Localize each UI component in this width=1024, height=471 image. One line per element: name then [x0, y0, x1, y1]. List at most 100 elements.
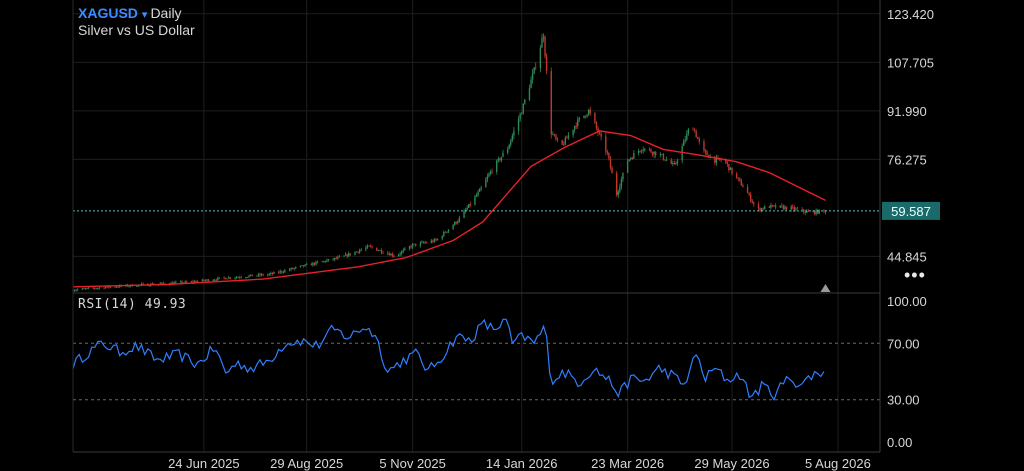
candle-body	[251, 274, 253, 277]
candle-body	[402, 250, 404, 252]
candle-body	[497, 158, 500, 161]
candle-body	[553, 134, 556, 136]
candle-body	[413, 243, 415, 245]
candle-body	[273, 272, 275, 274]
candle-body	[728, 164, 730, 171]
candle-body	[421, 242, 423, 243]
candle-body	[489, 171, 492, 175]
candle-body	[419, 242, 422, 246]
candle-body	[818, 209, 820, 214]
candle-body	[81, 288, 84, 290]
candle-body	[640, 150, 643, 152]
candle-body	[771, 204, 774, 206]
candle-body	[793, 207, 796, 210]
candle-body	[742, 185, 744, 188]
candle-body	[326, 260, 328, 262]
candle-body	[192, 281, 194, 283]
price-tick-label: 91.990	[887, 104, 927, 119]
candle-body	[720, 159, 722, 161]
candle-body	[212, 280, 214, 282]
candle-body	[360, 249, 362, 251]
candle-body	[457, 221, 459, 224]
candle-body	[196, 281, 199, 283]
candle-body	[555, 135, 557, 140]
candle-body	[491, 171, 493, 173]
candle-body	[346, 254, 348, 257]
candle-body	[796, 208, 799, 210]
candle-body	[103, 287, 105, 289]
candle-body	[376, 247, 378, 251]
candle-body	[203, 279, 205, 281]
candle-body	[391, 253, 394, 256]
candle-body	[675, 163, 677, 165]
candle-body	[299, 265, 302, 268]
candle-body	[511, 135, 514, 141]
candle-body	[354, 251, 356, 255]
candle-body	[455, 221, 457, 224]
symbol-selector[interactable]: XAGUSD ▾ Daily	[78, 5, 182, 21]
candle-body	[577, 119, 579, 127]
candle-body	[520, 113, 523, 115]
rsi-indicator-label[interactable]: RSI(14) 49.93	[78, 297, 186, 312]
candle-body	[366, 245, 369, 248]
candle-body	[781, 205, 783, 207]
candle-body	[639, 150, 641, 152]
candle-body	[410, 246, 412, 248]
candle-body	[714, 156, 716, 163]
candle-body	[466, 207, 468, 210]
candle-body	[380, 250, 383, 253]
candle-body	[73, 290, 76, 292]
candle-body	[401, 251, 403, 254]
candle-body	[539, 47, 542, 68]
candle-body	[611, 167, 613, 174]
candle-body	[642, 150, 644, 151]
candle-body	[749, 194, 752, 201]
candle-body	[83, 288, 85, 290]
candle-body	[142, 283, 144, 285]
candle-body	[648, 148, 651, 150]
candle-body	[284, 270, 286, 273]
candle-body	[692, 129, 694, 131]
candle-body	[97, 288, 99, 289]
candle-body	[207, 279, 210, 282]
candle-body	[812, 211, 814, 213]
price-tick-label: 107.705	[887, 55, 934, 70]
candle-body	[567, 135, 570, 139]
candle-body	[87, 287, 90, 289]
candle-body	[673, 163, 676, 165]
candle-body	[290, 268, 292, 270]
candle-body	[293, 268, 295, 269]
candle-body	[446, 231, 448, 233]
candle-body	[698, 138, 700, 142]
candle-body	[95, 288, 98, 290]
candle-body	[170, 282, 172, 285]
candle-body	[729, 167, 732, 171]
rsi-layer	[72, 318, 880, 402]
candle-body	[433, 239, 436, 242]
candle-body	[681, 145, 683, 161]
candle-body	[573, 126, 576, 130]
date-tick-label: 5 Nov 2025	[379, 456, 446, 471]
candle-body	[785, 206, 788, 210]
candle-body	[695, 131, 697, 138]
more-options-icon[interactable]: •••	[904, 265, 926, 285]
candle-body	[237, 277, 239, 278]
candle-body	[739, 178, 741, 181]
candle-body	[650, 149, 652, 153]
candle-body	[415, 243, 417, 246]
candle-body	[478, 189, 481, 192]
candle-body	[343, 255, 345, 257]
candle-body	[480, 187, 482, 190]
price-tick-label: 44.845	[887, 249, 927, 264]
candle-body	[268, 274, 270, 275]
candle-body	[653, 151, 655, 155]
candle-body	[201, 279, 204, 282]
candle-body	[499, 158, 501, 161]
candle-body	[637, 150, 640, 154]
candle-body	[324, 261, 327, 262]
candle-body	[530, 79, 532, 89]
timeframe-label[interactable]: Daily	[150, 5, 182, 21]
candle-body	[344, 254, 347, 256]
candle-body	[816, 210, 819, 214]
